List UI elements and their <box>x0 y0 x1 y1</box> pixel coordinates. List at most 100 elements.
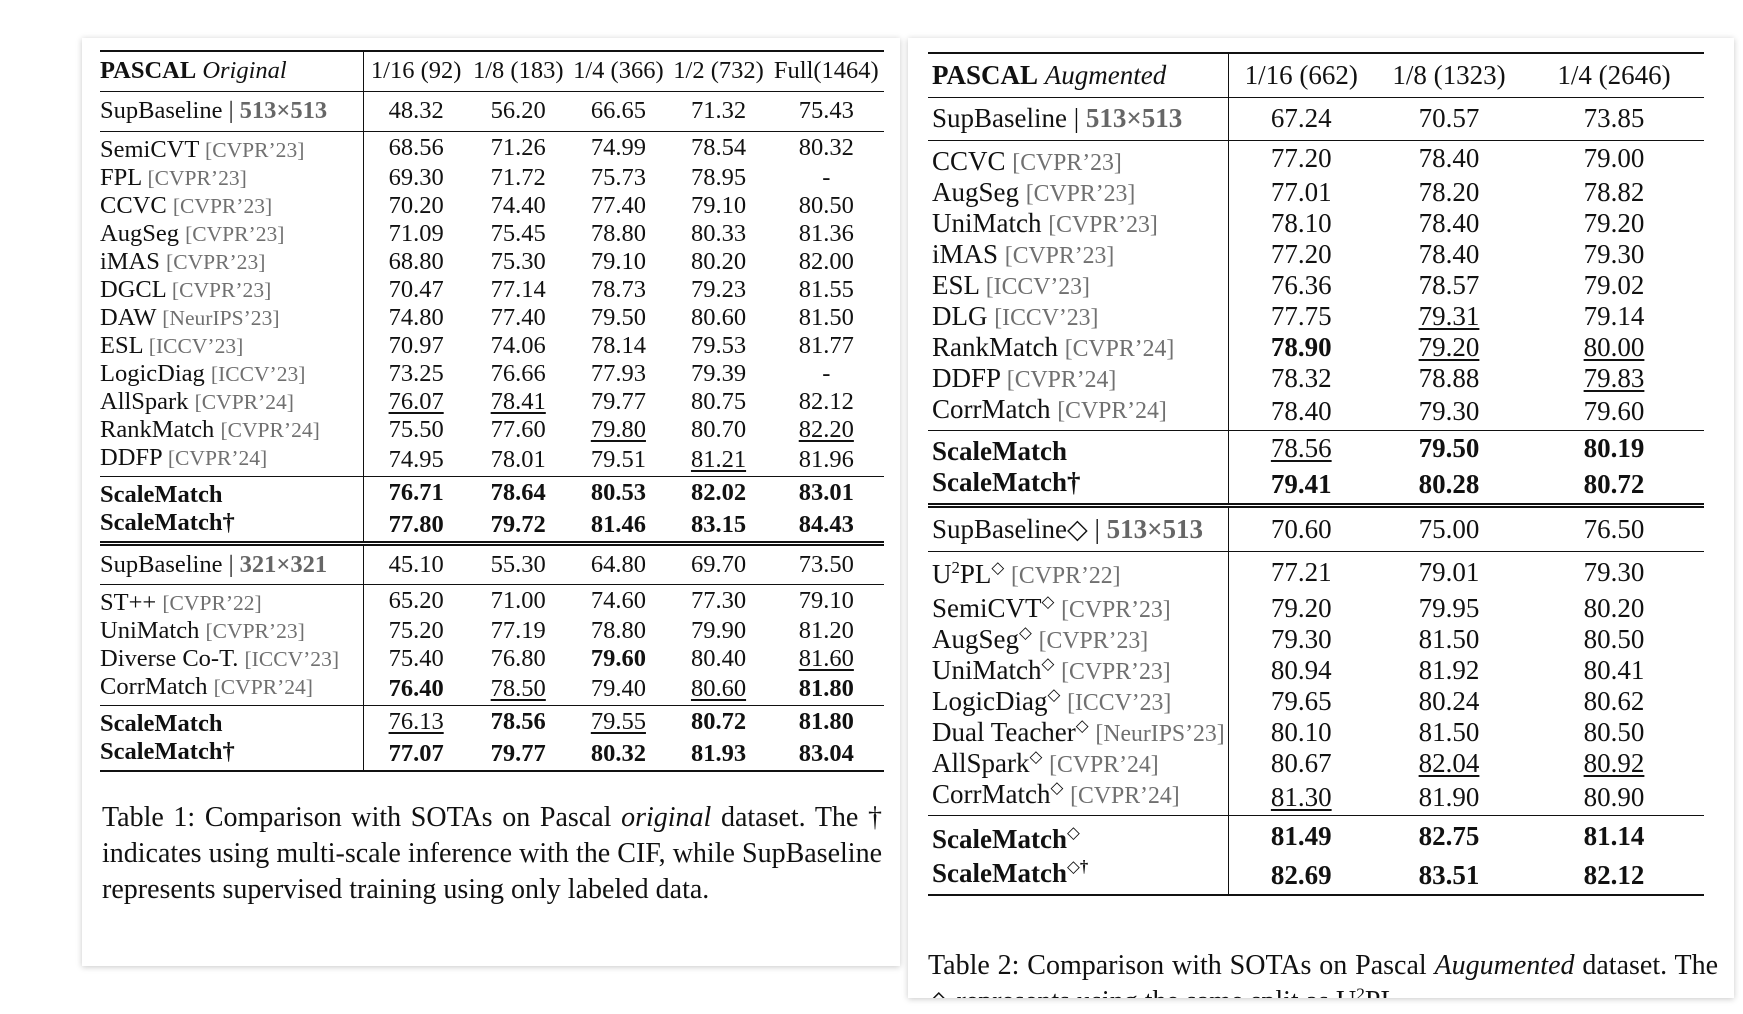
value-cell: 68.56 <box>363 130 469 164</box>
value-cell: 77.30 <box>668 583 769 617</box>
method-cell: ScaleMatch◇† <box>928 857 1228 896</box>
method-cell: AugSeg◇ [CVPR’23] <box>932 623 1149 654</box>
method-cell: SupBaseline | 513×513 <box>100 90 364 131</box>
value-cell: 69.30 <box>363 163 469 192</box>
value-cell: 66.65 <box>568 90 669 131</box>
value-cell: 79.20 <box>1418 331 1480 362</box>
method-cell: ESL [ICCV’23] <box>932 269 1090 300</box>
value-cell: 80.53 <box>568 475 669 509</box>
value-cell: 70.97 <box>363 331 469 360</box>
value-cell: 80.33 <box>690 219 747 247</box>
value-cell: 79.51 <box>590 445 646 473</box>
method-cell: DDFP [CVPR’24] <box>932 362 1117 393</box>
value-cell: 81.21 <box>690 445 747 473</box>
method-cell: CorrMatch [CVPR’24] <box>100 672 313 700</box>
table1-caption: Table 1: Comparison with SOTAs on Pascal… <box>102 802 883 905</box>
table-row: DDFP [CVPR’24] 74.95 78.01 79.51 81.21 81.96 <box>100 443 884 476</box>
table-row: ScaleMatch† 79.41 80.28 80.72 <box>928 466 1704 505</box>
value-cell: 71.26 <box>468 130 569 164</box>
table-row: Dual Teacher◇ [NeurIPS’23] 80.10 81.50 80.… <box>928 717 1704 748</box>
value-cell: - <box>822 163 831 191</box>
table-row: SupBaseline | 513×513 67.24 70.57 73.85 <box>928 96 1704 140</box>
value-cell: 79.41 <box>1227 466 1374 505</box>
value-cell: 78.32 <box>1227 362 1374 394</box>
table-row: UniMatch◇ [CVPR’23] 80.94 81.92 80.41 <box>928 655 1704 686</box>
value-cell: 80.90 <box>1583 781 1645 812</box>
table-row: ESL [ICCV’23] 76.36 78.57 79.02 <box>928 269 1704 301</box>
value-cell: 79.30 <box>1418 396 1480 426</box>
value-cell: 76.13 <box>363 704 469 738</box>
value-cell: 79.80 <box>590 415 646 443</box>
method-cell: RankMatch [CVPR’24] <box>932 331 1175 362</box>
value-cell: 75.43 <box>768 90 884 131</box>
value-cell: 79.31 <box>1418 300 1480 331</box>
value-cell: 81.30 <box>1227 779 1374 816</box>
method-cell: ScaleMatch◇ <box>928 815 1228 858</box>
method-cell: DLG [ICCV’23] <box>932 300 1099 331</box>
value-cell: 77.80 <box>363 508 469 543</box>
value-cell: 79.65 <box>1227 686 1374 717</box>
value-cell: 73.50 <box>768 540 884 584</box>
method-cell: UniMatch [CVPR’23] <box>932 207 1158 238</box>
value-cell: 79.95 <box>1418 593 1480 623</box>
value-cell: 79.90 <box>690 616 747 644</box>
value-cell: 73.25 <box>363 359 469 388</box>
value-cell: 81.60 <box>798 644 854 672</box>
table1-header-title: PASCAL Original <box>100 50 364 91</box>
table-row: LogicDiag [ICCV’23] 73.25 76.66 77.93 79.39… <box>100 359 884 388</box>
value-cell: 79.14 <box>1583 300 1645 331</box>
value-cell: 69.70 <box>668 540 769 584</box>
table-row: Diverse Co-T. [ICCV’23] 75.40 76.80 79.60 8… <box>100 644 884 673</box>
value-cell: 80.70 <box>690 415 747 443</box>
value-cell: 80.32 <box>768 130 884 164</box>
value-cell: 76.36 <box>1227 269 1374 301</box>
method-cell: CCVC [CVPR’23] <box>928 139 1228 177</box>
value-cell: 81.80 <box>798 674 854 702</box>
table2-header-title: PASCAL Augmented <box>928 52 1228 97</box>
method-cell: LogicDiag [ICCV’23] <box>100 359 306 387</box>
col-header: 1/8 (1323) <box>1374 52 1524 97</box>
value-cell: 75.00 <box>1374 502 1524 551</box>
method-cell: ScaleMatch† <box>100 508 235 536</box>
value-cell: 79.50 <box>590 303 646 331</box>
value-cell: 80.60 <box>690 303 747 331</box>
method-cell: ScaleMatch <box>100 475 364 509</box>
value-cell: 79.10 <box>768 583 884 617</box>
value-cell: 78.20 <box>1418 176 1480 207</box>
table-row: DAW [NeurIPS’23] 74.80 77.40 79.50 80.60 81.… <box>100 303 884 332</box>
method-cell: U2PL◇ [CVPR’22] <box>928 550 1228 593</box>
table-row: iMAS [CVPR’23] 68.80 75.30 79.10 80.20 82.00 <box>100 247 884 276</box>
table-row: FPL [CVPR’23] 69.30 71.72 75.73 78.95 - <box>100 163 884 192</box>
value-cell: 77.20 <box>1227 238 1374 270</box>
value-cell: 81.90 <box>1418 781 1480 812</box>
value-cell: 77.20 <box>1227 139 1374 177</box>
table-row: AllSpark [CVPR’24] 76.07 78.41 79.77 80.75 8… <box>100 387 884 416</box>
value-cell: 80.19 <box>1524 429 1704 467</box>
value-cell: 77.93 <box>590 359 646 387</box>
value-cell: 74.60 <box>568 583 669 617</box>
value-cell: 79.53 <box>690 331 747 359</box>
table-row: ScaleMatch◇† 82.69 83.51 82.12 <box>928 857 1704 896</box>
method-cell: SupBaseline | 513×513 <box>928 96 1228 140</box>
value-cell: 78.41 <box>490 387 546 415</box>
value-cell: 65.20 <box>363 583 469 617</box>
value-cell: 81.96 <box>798 445 854 473</box>
value-cell: 80.50 <box>1583 624 1645 654</box>
table-row: RankMatch [CVPR’24] 75.50 77.60 79.80 80.70… <box>100 415 884 444</box>
value-cell: 78.56 <box>468 704 569 738</box>
value-cell: 78.40 <box>1227 393 1374 430</box>
method-cell: SupBaseline | 321×321 <box>100 540 364 584</box>
value-cell: 79.83 <box>1583 362 1645 393</box>
value-cell: 79.50 <box>1374 429 1524 467</box>
value-cell: 80.24 <box>1418 686 1480 716</box>
table-row: ScaleMatch† 77.07 79.77 80.32 81.93 83.04 <box>100 737 884 772</box>
value-cell: 56.20 <box>468 90 569 131</box>
value-cell: 78.56 <box>1227 429 1374 467</box>
value-cell: 81.92 <box>1418 655 1480 685</box>
value-cell: 80.32 <box>568 737 669 772</box>
value-cell: 82.00 <box>798 247 854 275</box>
method-cell: Dual Teacher◇ [NeurIPS’23] <box>932 716 1225 747</box>
col-header: 1/16 (92) <box>363 50 469 91</box>
value-cell: 68.80 <box>363 247 469 276</box>
method-cell: ScaleMatch† <box>100 737 364 772</box>
